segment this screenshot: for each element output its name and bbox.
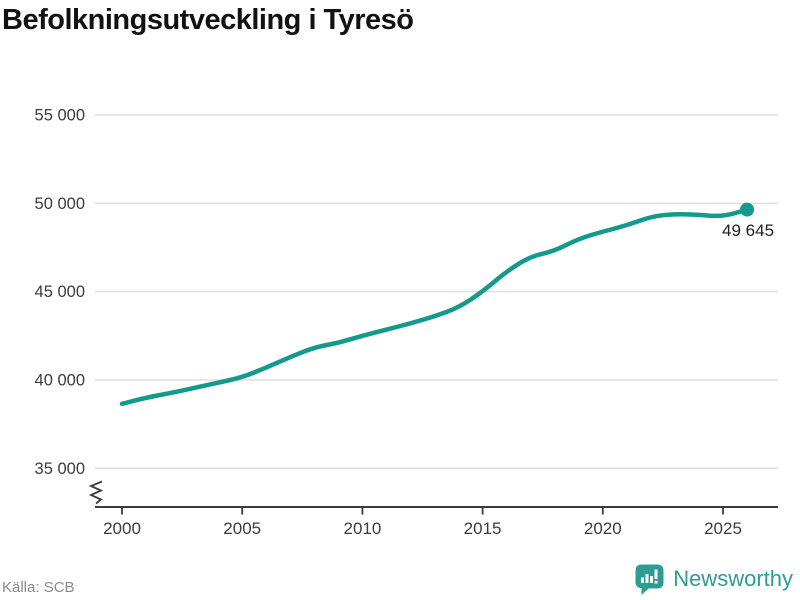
newsworthy-logo[interactable]: Newsworthy <box>634 562 793 596</box>
end-point-dot <box>740 202 755 217</box>
y-tick-label: 45 000 <box>35 283 85 301</box>
source-note: Källa: SCB <box>2 579 75 596</box>
x-tick-label: 2000 <box>103 519 141 538</box>
population-line <box>119 207 750 407</box>
x-tick-label: 2005 <box>223 519 261 538</box>
newsworthy-bubble-chart-icon <box>635 564 664 595</box>
y-tick-label: 40 000 <box>35 371 85 389</box>
x-tick-label: 2010 <box>343 519 381 538</box>
x-tick-label: 2015 <box>464 519 502 538</box>
brand-name: Newsworthy <box>673 566 793 591</box>
x-tick-label: 2025 <box>704 519 742 538</box>
x-tick-label: 2020 <box>584 519 622 538</box>
axis-break-icon <box>88 480 104 505</box>
y-tick-label: 55 000 <box>35 107 85 125</box>
y-tick-label: 50 000 <box>35 195 85 213</box>
end-value-label: 49 645 <box>722 221 774 240</box>
y-tick-label: 35 000 <box>35 460 85 478</box>
page-title: Befolkningsutveckling i Tyresö <box>2 4 414 36</box>
